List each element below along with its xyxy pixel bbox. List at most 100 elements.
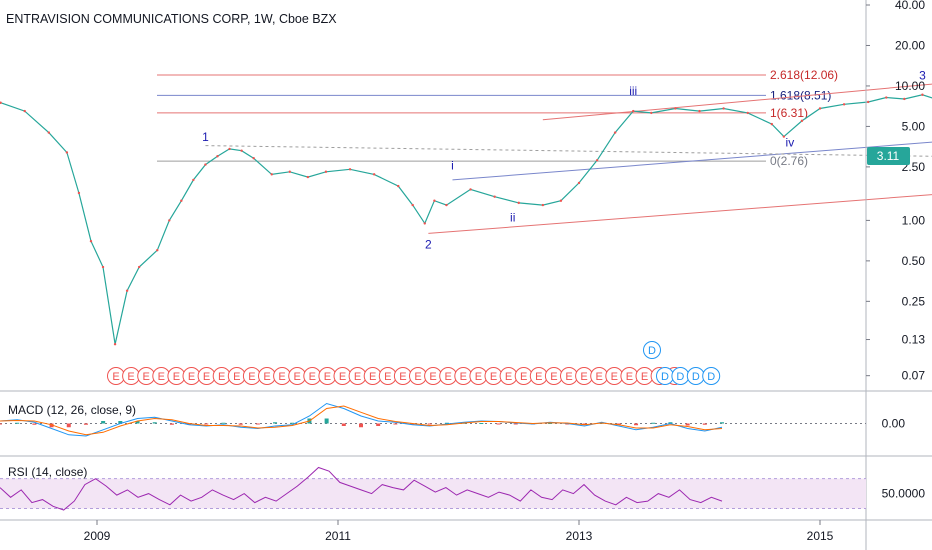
price-point bbox=[252, 157, 255, 160]
earnings-marker-label: E bbox=[324, 371, 331, 383]
dividend-marker[interactable]: D bbox=[686, 367, 705, 385]
macd-histogram-bar bbox=[582, 423, 587, 425]
earnings-marker[interactable]: E bbox=[620, 367, 639, 385]
earnings-marker[interactable]: E bbox=[303, 367, 322, 385]
earnings-marker-label: E bbox=[445, 371, 452, 383]
earnings-marker[interactable]: E bbox=[152, 367, 171, 385]
macd-histogram-bar bbox=[376, 423, 381, 426]
earnings-marker[interactable]: E bbox=[499, 367, 518, 385]
macd-histogram-bar bbox=[221, 422, 226, 424]
earnings-marker[interactable]: E bbox=[197, 367, 216, 385]
earnings-marker[interactable]: E bbox=[544, 367, 563, 385]
macd-histogram-bar bbox=[152, 422, 157, 424]
price-point bbox=[180, 199, 183, 202]
earnings-marker[interactable]: E bbox=[258, 367, 276, 385]
macd-histogram-bar bbox=[101, 421, 106, 424]
earnings-marker[interactable]: E bbox=[605, 367, 624, 385]
earnings-marker[interactable]: E bbox=[288, 367, 307, 385]
earnings-marker[interactable]: E bbox=[182, 367, 201, 385]
macd-histogram-bar bbox=[15, 422, 20, 424]
earnings-marker-label: E bbox=[127, 371, 134, 383]
earnings-marker[interactable]: E bbox=[107, 367, 125, 385]
event-markers[interactable]: EEEEEEEEEEEEEEEEEEEEEEEEEEEEEEEEEEEEEEDD… bbox=[107, 341, 721, 385]
price-point bbox=[204, 163, 207, 166]
earnings-marker[interactable]: E bbox=[227, 367, 246, 385]
earnings-marker[interactable]: E bbox=[318, 367, 337, 385]
price-point bbox=[306, 175, 310, 179]
y-tick-label: 0.50 bbox=[902, 254, 926, 268]
macd-histogram-bar bbox=[135, 421, 140, 424]
x-tick-label: 2011 bbox=[325, 529, 351, 543]
price-point bbox=[517, 201, 520, 205]
price-point bbox=[469, 188, 472, 191]
macd-histogram-bar bbox=[720, 422, 724, 424]
earnings-marker-label: E bbox=[414, 371, 421, 383]
earnings-marker[interactable]: E bbox=[635, 367, 654, 385]
dividend-marker[interactable]: D bbox=[702, 367, 721, 385]
macd-histogram-bar bbox=[651, 422, 656, 424]
earnings-marker-label: E bbox=[278, 371, 285, 383]
macd-histogram-bar bbox=[273, 422, 278, 424]
fib-level-label: 0(2.76) bbox=[770, 154, 808, 168]
earnings-marker-label: E bbox=[248, 371, 255, 383]
earnings-marker[interactable]: E bbox=[273, 367, 292, 385]
earnings-marker[interactable]: E bbox=[590, 367, 609, 385]
earnings-marker[interactable]: E bbox=[122, 367, 141, 385]
earnings-marker[interactable]: E bbox=[333, 367, 352, 385]
earnings-marker-label: E bbox=[535, 371, 542, 383]
earnings-marker[interactable]: E bbox=[484, 367, 503, 385]
macd-pane: 0.00 bbox=[0, 402, 905, 437]
macd-histogram-bar bbox=[513, 423, 518, 425]
earnings-marker[interactable]: E bbox=[348, 367, 367, 385]
dividend-marker[interactable]: D bbox=[643, 341, 661, 359]
earnings-marker[interactable]: E bbox=[167, 367, 186, 385]
y-tick-label: 10.00 bbox=[895, 79, 925, 93]
macd-histogram-bar bbox=[410, 423, 415, 425]
earnings-marker-label: E bbox=[158, 371, 165, 383]
earnings-marker[interactable]: E bbox=[409, 367, 427, 385]
earnings-marker[interactable]: E bbox=[137, 367, 156, 385]
earnings-marker[interactable]: E bbox=[529, 367, 548, 385]
earnings-marker-label: E bbox=[475, 371, 482, 383]
earnings-marker[interactable]: E bbox=[424, 367, 443, 385]
earnings-marker[interactable]: E bbox=[514, 367, 533, 385]
dividend-marker-label: D bbox=[661, 371, 669, 383]
price-point bbox=[89, 240, 93, 243]
earnings-marker[interactable]: E bbox=[363, 367, 382, 385]
price-point bbox=[23, 109, 26, 113]
rsi-y-tick-label: 50.0000 bbox=[882, 487, 926, 501]
dividend-marker-label: D bbox=[648, 345, 656, 357]
earnings-marker[interactable]: E bbox=[575, 367, 594, 385]
price-point bbox=[921, 93, 924, 96]
y-tick-label: 0.07 bbox=[902, 369, 926, 383]
macd-histogram-bar bbox=[702, 423, 707, 425]
earnings-marker[interactable]: E bbox=[439, 367, 458, 385]
price-series bbox=[0, 93, 932, 346]
price-point bbox=[674, 107, 677, 110]
earnings-marker-label: E bbox=[505, 371, 512, 383]
earnings-marker[interactable]: E bbox=[242, 367, 261, 385]
earnings-marker-label: E bbox=[429, 371, 436, 383]
macd-histogram-bar bbox=[444, 422, 449, 424]
earnings-marker[interactable]: E bbox=[560, 367, 578, 385]
price-line bbox=[0, 94, 932, 345]
price-point bbox=[770, 122, 773, 126]
macd-histogram-bar bbox=[324, 418, 329, 424]
price-badge-bg bbox=[867, 147, 910, 165]
dividend-marker[interactable]: D bbox=[671, 367, 690, 385]
price-point bbox=[559, 199, 563, 202]
earnings-marker[interactable]: E bbox=[212, 367, 231, 385]
price-point bbox=[288, 170, 291, 173]
price-point bbox=[722, 107, 725, 110]
earnings-marker[interactable]: E bbox=[454, 367, 473, 385]
price-point bbox=[577, 181, 581, 185]
price-point bbox=[613, 131, 617, 134]
earnings-marker[interactable]: E bbox=[393, 367, 412, 385]
dividend-marker[interactable]: D bbox=[656, 367, 674, 385]
price-point bbox=[65, 151, 69, 154]
earnings-marker[interactable]: E bbox=[469, 367, 488, 385]
price-point bbox=[445, 203, 448, 207]
earnings-marker[interactable]: E bbox=[378, 367, 397, 385]
price-point bbox=[0, 101, 2, 104]
